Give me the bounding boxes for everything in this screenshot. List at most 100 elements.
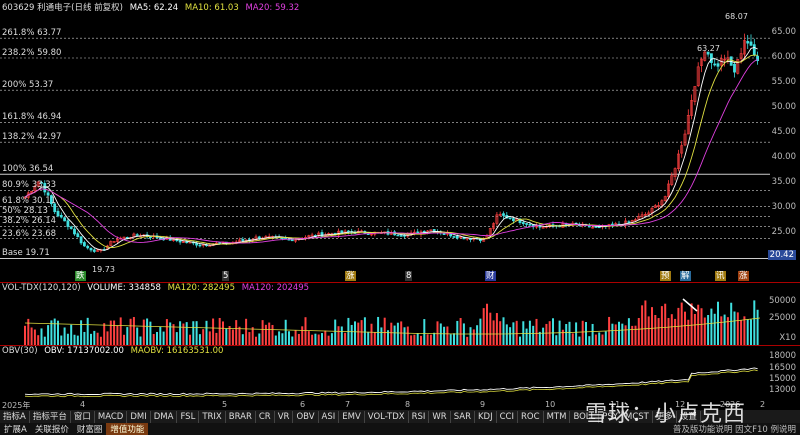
volume-bar: [631, 325, 634, 345]
status-item-extend[interactable]: 扩展A: [4, 425, 27, 435]
price-panel[interactable]: 603629 利通电子(日线 前复权) MA5: 62.24 MA10: 61.…: [0, 0, 800, 282]
candle-body: [83, 242, 86, 247]
vol-ma2: MA120: 202495: [241, 283, 310, 293]
toolbar-item[interactable]: BOLL: [570, 410, 600, 423]
toolbar-item[interactable]: 指标A: [0, 410, 30, 423]
toolbar-item[interactable]: KDJ: [475, 410, 497, 423]
candle-body: [399, 235, 403, 237]
toolbar-item[interactable]: 更多: [653, 410, 677, 423]
volume-bar: [393, 325, 396, 345]
candle-body: [660, 200, 664, 206]
candlestick-chart[interactable]: [0, 0, 800, 282]
toolbar-item[interactable]: ROC: [518, 410, 544, 423]
volume-bar: [492, 320, 495, 345]
event-marker[interactable]: 8: [405, 271, 413, 281]
ma20-value: MA20: 59.32: [245, 3, 300, 13]
volume-chart[interactable]: [0, 283, 800, 346]
toolbar-item[interactable]: 指标平台: [30, 410, 71, 423]
toolbar-item[interactable]: DMA: [151, 410, 178, 423]
volume-bar: [126, 327, 129, 345]
toolbar-item[interactable]: OBV: [293, 410, 319, 423]
toolbar-item[interactable]: VOL-TDX: [365, 410, 409, 423]
fib-level-label: 100% 36.54: [2, 164, 54, 175]
candle-body: [241, 239, 245, 241]
toolbar-item[interactable]: WR: [429, 410, 451, 423]
toolbar-item[interactable]: CCI: [497, 410, 519, 423]
candle-body: [178, 240, 182, 243]
candle-body: [752, 44, 756, 56]
toolbar-item[interactable]: MTM: [544, 410, 571, 423]
event-marker[interactable]: 涨: [738, 271, 749, 281]
volume-bar: [396, 322, 399, 345]
toolbar-item[interactable]: VR: [275, 410, 294, 423]
candle-body: [23, 196, 27, 199]
toolbar-item[interactable]: 设置: [677, 410, 701, 423]
volume-bar: [390, 322, 393, 345]
candle-body: [541, 226, 545, 229]
candle-body: [521, 222, 525, 225]
volume-bar: [651, 307, 653, 345]
volume-bar: [532, 325, 535, 345]
volume-bar: [27, 318, 30, 345]
toolbar-item[interactable]: MACD: [95, 410, 128, 423]
timeline-label: 7: [345, 400, 351, 409]
obv-panel[interactable]: OBV(30) OBV: 17137002.00 MAOBV: 16163531…: [0, 345, 800, 401]
toolbar-item[interactable]: EMV: [339, 410, 365, 423]
fib-level-label: 50% 28.13: [2, 206, 48, 217]
candle-body: [198, 244, 202, 247]
toolbar-item[interactable]: MCST: [622, 410, 653, 423]
ma5-value: MA5: 62.24: [129, 3, 179, 13]
toolbar-item[interactable]: TRIX: [199, 410, 226, 423]
candle-body: [511, 218, 515, 222]
toolbar-item[interactable]: RSI: [409, 410, 430, 423]
event-marker[interactable]: 5: [222, 271, 230, 281]
status-right-text: 普及版功能说明 因文F10 例说明: [672, 425, 796, 435]
fib-level-label: Base 19.71: [2, 248, 50, 259]
volume-bar: [93, 330, 96, 345]
low-value: 19.73: [92, 265, 115, 274]
volume-panel[interactable]: VOL-TDX(120,120) VOLUME: 334858 MA120: 2…: [0, 282, 800, 346]
volume-bar: [156, 331, 158, 345]
volume-bar: [545, 323, 548, 345]
event-marker[interactable]: 讯: [715, 271, 726, 281]
status-item-value-added[interactable]: 增值功能: [106, 423, 149, 435]
toolbar-item[interactable]: 窗口: [71, 410, 95, 423]
volume-bar: [294, 330, 297, 345]
event-marker[interactable]: 涨: [345, 271, 356, 281]
volume-bar: [542, 327, 545, 345]
volume-bar: [261, 320, 264, 345]
toolbar-item[interactable]: DMI: [127, 410, 151, 423]
volume-bar: [106, 331, 109, 345]
volume-bar: [152, 333, 155, 345]
volume-bar: [311, 334, 314, 345]
obv-chart[interactable]: [0, 346, 800, 401]
event-marker[interactable]: 预: [660, 271, 671, 281]
volume-bar: [370, 323, 373, 345]
volume-bar: [304, 317, 307, 345]
toolbar-item[interactable]: PSY: [599, 410, 622, 423]
candle-body: [733, 63, 736, 73]
volume-bar: [641, 305, 644, 345]
volume-bar: [594, 334, 597, 345]
volume-bar: [693, 313, 696, 345]
event-marker[interactable]: 跌: [75, 271, 86, 281]
toolbar-item[interactable]: FSL: [177, 410, 200, 423]
volume-bar: [192, 321, 195, 345]
fib-level-label: 200% 53.37: [2, 80, 54, 91]
status-item-wealth[interactable]: 财富圈: [76, 425, 103, 435]
volume-bar: [324, 330, 327, 345]
volume-bar: [571, 333, 574, 345]
volume-bar: [37, 335, 40, 345]
toolbar-item[interactable]: CR: [256, 410, 275, 423]
toolbar-item[interactable]: ASI: [319, 410, 340, 423]
event-marker[interactable]: 解: [680, 271, 691, 281]
candle-body: [528, 223, 532, 226]
volume-bar: [515, 320, 518, 345]
status-item-quote[interactable]: 关联报价: [34, 425, 69, 435]
volume-bar: [205, 320, 208, 345]
volume-bar: [743, 316, 746, 345]
toolbar-item[interactable]: BRAR: [226, 410, 256, 423]
candle-body: [116, 239, 119, 242]
toolbar-item[interactable]: SAR: [451, 410, 475, 423]
event-marker[interactable]: 财: [485, 271, 496, 281]
